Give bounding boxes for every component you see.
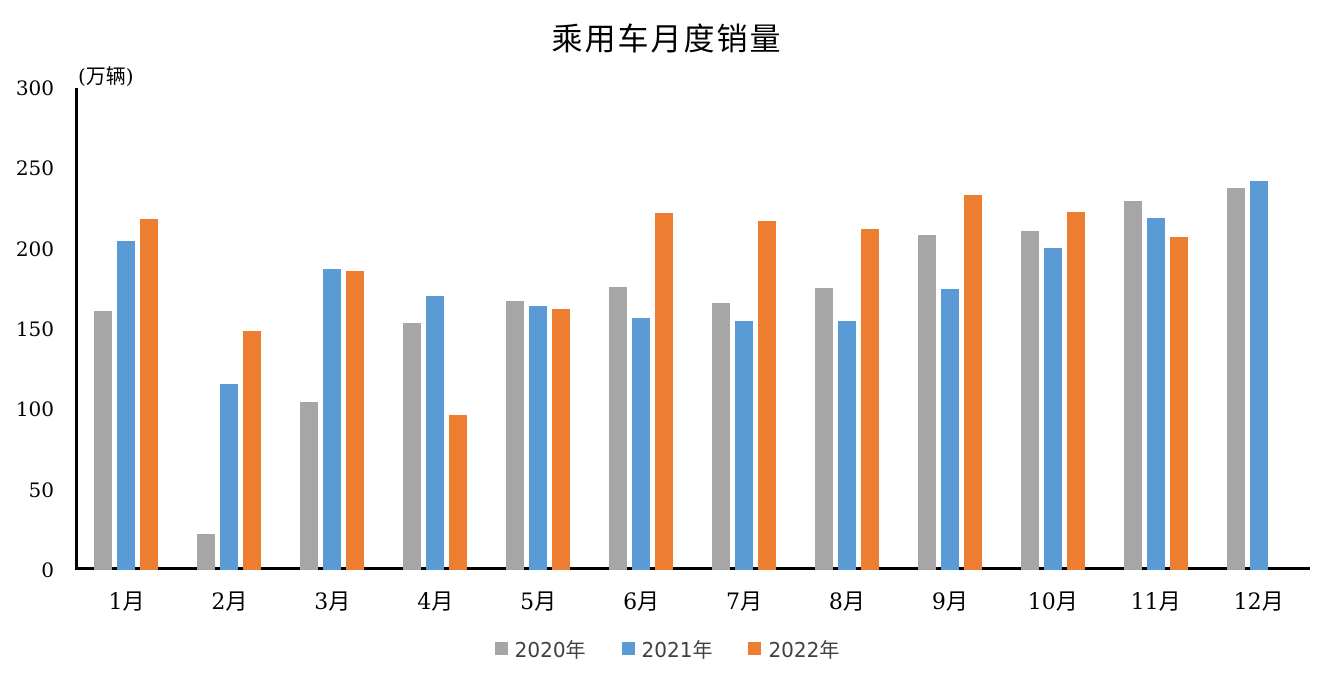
bar-group-1月 — [75, 88, 178, 570]
bar-2021年-7月 — [734, 320, 753, 570]
bar-2022年-6月 — [655, 213, 674, 570]
y-tick-250: 250 — [15, 156, 54, 181]
y-tick-200: 200 — [15, 236, 54, 261]
x-label-5月: 5月 — [520, 590, 557, 615]
bar-2020年-10月 — [1020, 231, 1039, 570]
bar-2021年-10月 — [1043, 247, 1062, 570]
bar-2021年-3月 — [323, 268, 342, 570]
bar-2020年-5月 — [506, 301, 525, 570]
bar-group-2月 — [178, 88, 281, 570]
bar-2022年-10月 — [1066, 211, 1085, 570]
legend-item-2022年: 2022年 — [748, 634, 839, 663]
y-tick-300: 300 — [15, 76, 54, 100]
y-tick-150: 150 — [15, 317, 54, 341]
bar-2022年-9月 — [963, 195, 982, 570]
bar-group-3月 — [281, 88, 384, 570]
legend-label: 2022年 — [768, 638, 840, 662]
x-label-7月: 7月 — [725, 590, 762, 615]
legend-label: 2021年 — [641, 638, 713, 662]
x-axis-labels: 1月 2月 3月 4月 5月 6月 7月 8月 9月 10月 11月 12月 — [75, 584, 1310, 616]
x-label-4月: 4月 — [417, 590, 454, 615]
bar-2020年-9月 — [917, 234, 936, 570]
bar-group-9月 — [898, 88, 1001, 570]
bar-2021年-6月 — [632, 317, 651, 570]
bar-2022年-8月 — [860, 228, 879, 570]
bar-group-11月 — [1104, 88, 1207, 570]
bar-2022年-5月 — [552, 309, 571, 570]
legend-swatch-icon — [748, 642, 762, 655]
legend-swatch-icon — [621, 642, 635, 655]
x-label-2月: 2月 — [211, 590, 248, 615]
x-label-6月: 6月 — [623, 590, 660, 615]
bar-groups — [75, 88, 1310, 570]
x-label-10月: 10月 — [1027, 590, 1078, 615]
bar-2020年-7月 — [711, 302, 730, 570]
bar-2021年-1月 — [117, 241, 136, 570]
bar-2020年-11月 — [1123, 200, 1142, 570]
bar-2021年-5月 — [529, 305, 548, 570]
chart-title: 乘用车月度销量 — [551, 22, 783, 58]
bar-2020年-3月 — [300, 402, 319, 570]
y-axis-unit-label: (万辆) — [78, 64, 134, 88]
bar-2022年-3月 — [346, 270, 365, 570]
bar-group-6月 — [590, 88, 693, 570]
legend-swatch-icon — [494, 642, 508, 655]
bar-2021年-4月 — [426, 296, 445, 570]
x-label-12月: 12月 — [1233, 590, 1284, 615]
legend: 2020年 2021年 2022年 — [0, 634, 1334, 663]
x-label-9月: 9月 — [931, 590, 968, 615]
bar-2021年-11月 — [1146, 217, 1165, 570]
bar-group-10月 — [1001, 88, 1104, 570]
bar-2020年-6月 — [609, 286, 628, 570]
bar-2021年-8月 — [837, 320, 856, 570]
bar-2022年-1月 — [140, 218, 159, 570]
bar-2020年-4月 — [403, 323, 422, 570]
bar-2022年-7月 — [757, 220, 776, 570]
legend-label: 2020年 — [514, 638, 586, 662]
y-tick-0: 0 — [41, 558, 54, 582]
x-label-1月: 1月 — [108, 590, 145, 615]
bar-2021年-12月 — [1249, 180, 1268, 570]
x-label-11月: 11月 — [1130, 590, 1181, 615]
x-label-3月: 3月 — [314, 590, 351, 615]
bar-2022年-4月 — [449, 414, 468, 570]
y-tick-100: 100 — [15, 397, 54, 422]
bar-group-4月 — [384, 88, 487, 570]
legend-item-2020年: 2020年 — [494, 634, 586, 663]
bar-2021年-2月 — [220, 384, 239, 570]
bar-group-5月 — [487, 88, 590, 570]
y-axis-tick-labels: 0 50 100 150 200 250 300 — [0, 78, 66, 580]
legend-item-2021年: 2021年 — [621, 634, 713, 663]
plot-area — [75, 88, 1310, 570]
bar-group-12月 — [1207, 88, 1310, 570]
bar-2020年-1月 — [94, 310, 113, 570]
x-label-8月: 8月 — [828, 590, 865, 615]
y-tick-50: 50 — [28, 477, 54, 502]
bar-2020年-8月 — [814, 288, 833, 570]
bar-2020年-12月 — [1226, 188, 1245, 570]
bar-2022年-2月 — [243, 331, 262, 570]
bar-group-7月 — [693, 88, 796, 570]
bar-2022年-11月 — [1169, 236, 1188, 570]
bar-2021年-9月 — [940, 288, 959, 570]
bar-2020年-2月 — [197, 534, 216, 570]
bar-group-8月 — [795, 88, 898, 570]
